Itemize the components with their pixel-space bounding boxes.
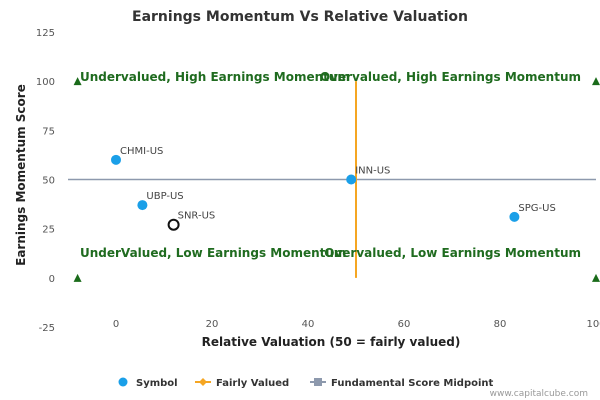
y-axis-title: Earnings Momentum Score <box>14 84 28 266</box>
data-point-label: INN-US <box>355 166 390 177</box>
quadrant-label-bottom-left: UnderValued, Low Earnings Momentum <box>80 246 346 260</box>
data-point <box>509 211 520 222</box>
legend-symbol-icon <box>118 377 128 387</box>
y-tick-label: 0 <box>49 274 55 285</box>
y-tick-label: 50 <box>42 176 55 187</box>
x-axis-title: Relative Valuation (50 = fairly valued) <box>202 335 461 349</box>
data-point-label: SNR-US <box>178 211 216 222</box>
data-point <box>111 154 121 165</box>
quadrant-label-bottom-right: Overvalued, Low Earnings Momentum <box>324 246 581 260</box>
legend-diamond-icon <box>199 378 207 386</box>
data-point <box>346 174 357 185</box>
x-tick-label: 20 <box>206 319 219 330</box>
y-tick-label: 75 <box>42 126 55 137</box>
x-tick-label: 100 <box>586 319 600 330</box>
y-tick-label: 25 <box>42 225 55 236</box>
quadrant-label-top-left: Undervalued, High Earnings Momentum <box>80 70 350 84</box>
credit-text: www.capitalcube.com <box>490 389 588 399</box>
data-point-label: CHMI-US <box>120 146 163 157</box>
legend-square-icon <box>314 378 322 386</box>
chart-title: Earnings Momentum Vs Relative Valuation <box>132 9 468 25</box>
x-axis-ticks: 0 20 40 60 80 100 <box>113 319 600 330</box>
data-point <box>167 218 180 231</box>
data-point-label: SPG-US <box>518 203 555 214</box>
legend: Symbol Fairly Valued Fundamental Score Mid… <box>118 377 494 389</box>
x-tick-label: 80 <box>494 319 507 330</box>
x-tick-label: 60 <box>398 319 411 330</box>
quadrant-labels: Undervalued, High Earnings Momentum Over… <box>80 70 581 260</box>
data-points: CHMI-US UBP-US SNR-US INN-US SPG-US <box>111 146 556 231</box>
quadrant-label-top-right: Overvalued, High Earnings Momentum <box>320 70 581 84</box>
data-point <box>137 200 148 211</box>
legend-label: Symbol <box>136 378 178 389</box>
y-axis-ticks: -25 0 25 50 75 100 125 <box>36 28 55 334</box>
corner-markers <box>73 77 600 282</box>
legend-label: Fairly Valued <box>216 378 289 389</box>
corner-marker <box>73 77 82 86</box>
corner-marker <box>73 273 82 282</box>
x-tick-label: 40 <box>302 319 315 330</box>
corner-marker <box>592 77 600 86</box>
data-point-label: UBP-US <box>146 191 183 202</box>
y-tick-label: -25 <box>39 323 55 334</box>
corner-marker <box>592 273 600 282</box>
x-tick-label: 0 <box>113 319 119 330</box>
y-tick-label: 100 <box>36 77 55 88</box>
legend-label: Fundamental Score Midpoint <box>331 378 494 389</box>
y-tick-label: 125 <box>36 28 55 39</box>
